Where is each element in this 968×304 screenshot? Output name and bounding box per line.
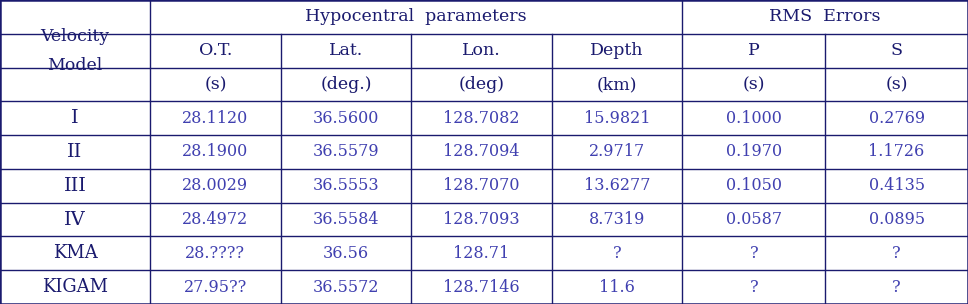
Text: ?: ? (749, 278, 758, 295)
Text: 28.1120: 28.1120 (182, 110, 249, 127)
Text: ?: ? (892, 245, 901, 262)
Text: 36.5553: 36.5553 (313, 177, 379, 194)
Text: II: II (68, 143, 82, 161)
Text: 2.9717: 2.9717 (589, 143, 646, 161)
Text: KIGAM: KIGAM (42, 278, 108, 296)
Text: 13.6277: 13.6277 (584, 177, 650, 194)
Text: 28.1900: 28.1900 (182, 143, 249, 161)
Text: IV: IV (64, 211, 86, 229)
Text: ?: ? (749, 245, 758, 262)
Text: 8.7319: 8.7319 (589, 211, 646, 228)
Text: (deg.): (deg.) (320, 76, 372, 93)
Text: 28.4972: 28.4972 (182, 211, 249, 228)
Text: 15.9821: 15.9821 (584, 110, 650, 127)
Text: ?: ? (613, 245, 621, 262)
Text: 11.6: 11.6 (599, 278, 635, 295)
Text: 36.5572: 36.5572 (313, 278, 379, 295)
Text: 36.5579: 36.5579 (313, 143, 379, 161)
Text: RMS  Errors: RMS Errors (770, 9, 881, 26)
Text: (s): (s) (204, 76, 227, 93)
Text: O.T.: O.T. (198, 42, 232, 59)
Text: ?: ? (892, 278, 901, 295)
Text: (s): (s) (742, 76, 765, 93)
Text: 0.4135: 0.4135 (868, 177, 924, 194)
Text: Lon.: Lon. (462, 42, 501, 59)
Text: 128.71: 128.71 (453, 245, 510, 262)
Text: 0.2769: 0.2769 (868, 110, 924, 127)
Text: III: III (64, 177, 86, 195)
Text: 0.1970: 0.1970 (726, 143, 782, 161)
Text: 0.1050: 0.1050 (726, 177, 782, 194)
Text: KMA: KMA (52, 244, 98, 262)
Text: Velocity
Model: Velocity Model (41, 28, 109, 74)
Text: 0.1000: 0.1000 (726, 110, 782, 127)
Text: 28.????: 28.???? (186, 245, 245, 262)
Text: 36.5600: 36.5600 (313, 110, 379, 127)
Text: 0.0587: 0.0587 (726, 211, 782, 228)
Text: Depth: Depth (590, 42, 644, 59)
Text: 128.7146: 128.7146 (443, 278, 520, 295)
Text: 36.56: 36.56 (323, 245, 369, 262)
Text: 0.0895: 0.0895 (868, 211, 924, 228)
Text: 128.7082: 128.7082 (443, 110, 520, 127)
Text: Lat.: Lat. (329, 42, 363, 59)
Text: 27.95??: 27.95?? (184, 278, 247, 295)
Text: I: I (72, 109, 78, 127)
Text: (km): (km) (597, 76, 637, 93)
Text: S: S (891, 42, 902, 59)
Text: 36.5584: 36.5584 (313, 211, 379, 228)
Text: 128.7093: 128.7093 (443, 211, 520, 228)
Text: (deg): (deg) (459, 76, 504, 93)
Text: 28.0029: 28.0029 (182, 177, 249, 194)
Text: (s): (s) (886, 76, 908, 93)
Text: P: P (748, 42, 760, 59)
Text: Hypocentral  parameters: Hypocentral parameters (306, 9, 527, 26)
Text: 128.7070: 128.7070 (443, 177, 520, 194)
Text: 1.1726: 1.1726 (868, 143, 924, 161)
Text: 128.7094: 128.7094 (443, 143, 520, 161)
